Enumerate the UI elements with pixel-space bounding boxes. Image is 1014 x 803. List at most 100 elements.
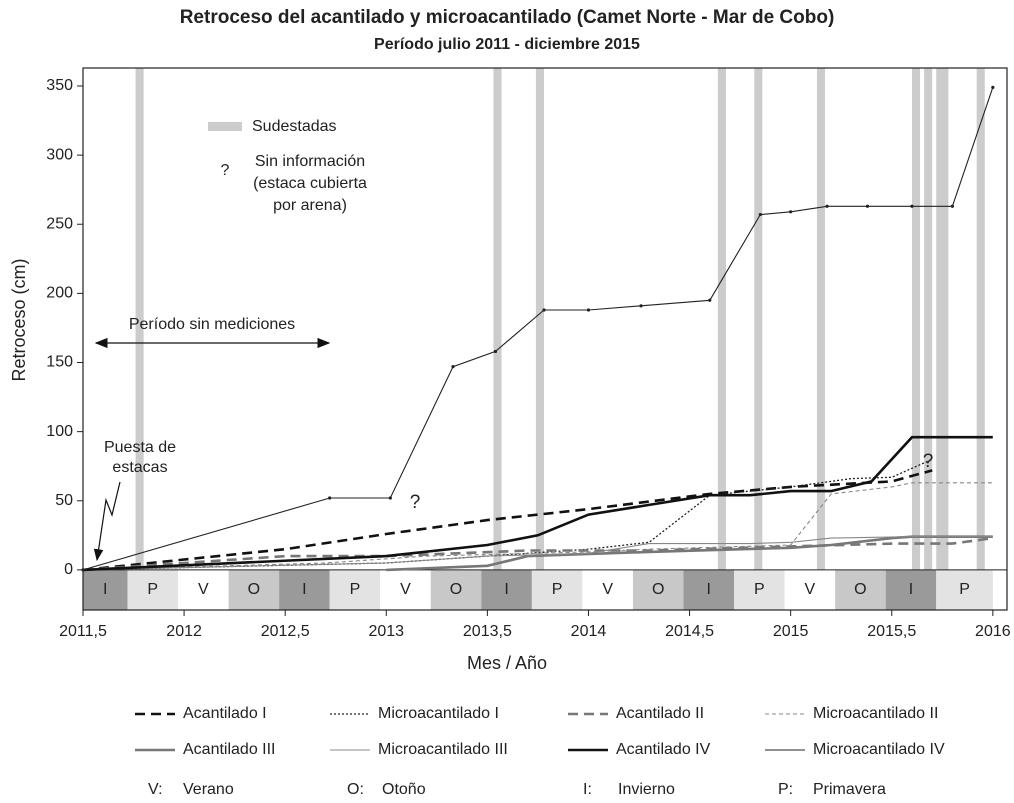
season-cell	[380, 569, 431, 610]
legend-sudestada-swatch	[208, 122, 242, 131]
annotation-period: Período sin mediciones	[129, 316, 295, 333]
x-tick-label: 2011,5	[59, 623, 107, 640]
series-point	[328, 496, 332, 500]
x-tick-label: 2014	[571, 623, 607, 640]
series-point	[865, 204, 870, 208]
legend-sudestada-label: Sudestadas	[252, 118, 337, 135]
legend-label: Acantilado I	[183, 705, 267, 722]
y-tick-label: 0	[64, 561, 73, 578]
x-tick-label: 2015	[773, 623, 809, 640]
legend-label: Microacantilado I	[378, 705, 499, 722]
season-label: P	[959, 581, 970, 598]
season-cell	[178, 569, 229, 610]
season-cell	[734, 569, 785, 610]
top-layer: Sudestadas? Sin información (estaca cubier…	[93, 118, 945, 798]
series-line	[386, 535, 993, 572]
season-cell	[531, 569, 583, 610]
season-label: I	[909, 581, 913, 598]
series-point	[910, 204, 914, 208]
series-point	[950, 204, 955, 208]
season-legend-key: I:	[583, 781, 592, 798]
series-point	[542, 308, 546, 312]
series-point	[586, 308, 591, 312]
x-tick-label: 2014,5	[665, 623, 714, 640]
season-label: O	[652, 581, 664, 598]
season-cell	[683, 569, 735, 610]
series-point	[81, 568, 85, 572]
season-cell	[582, 569, 633, 610]
season-cell	[481, 569, 532, 610]
legend-label: Microacantilado III	[378, 741, 508, 758]
season-legend-key: O:	[347, 781, 364, 798]
legend-unknown-text: (estaca cubierta	[253, 175, 367, 192]
x-tick-label: 2013,5	[463, 623, 512, 640]
season-label: I	[302, 581, 306, 598]
season-label: V	[805, 581, 816, 598]
lines-layer	[81, 85, 995, 572]
season-cell	[228, 569, 280, 610]
sudestada-bar	[754, 68, 763, 570]
chart-subtitle: Período julio 2011 - diciembre 2015	[374, 36, 640, 53]
sudestada-bar	[816, 68, 826, 570]
season-label: V	[602, 581, 613, 598]
series-line	[82, 435, 993, 572]
background-layer: I P V O I P V O I P V O I P V O I P 0 50 100 150 200 250 300 350 2…	[46, 67, 1011, 640]
x-tick-label: 2013	[368, 623, 404, 640]
season-label: I	[103, 581, 107, 598]
y-tick-label: 100	[46, 423, 73, 440]
sudestada-bar	[135, 68, 144, 570]
x-tick-label: 2015,5	[867, 623, 916, 640]
series-point	[789, 210, 793, 214]
season-legend-name: Invierno	[618, 781, 675, 798]
season-cell	[835, 569, 886, 610]
x-tick-label: 2012	[166, 623, 202, 640]
season-label: I	[707, 581, 711, 598]
legend-label: Acantilado IV	[616, 741, 711, 758]
season-legend-name: Otoño	[382, 781, 426, 798]
plot-frame	[82, 67, 1008, 611]
legend-label: Microacantilado II	[813, 705, 938, 722]
season-legend-name: Verano	[183, 781, 234, 798]
annotation-start: Puesta de	[104, 439, 176, 456]
y-tick-label: 50	[55, 492, 73, 509]
chart-title: Retroceso del acantilado y microacantila…	[180, 7, 835, 28]
x-tick-label: 2012,5	[261, 623, 310, 640]
legend-unknown-text: por arena)	[273, 197, 347, 214]
series-line	[82, 536, 993, 571]
season-cell	[127, 569, 179, 610]
season-legend-key: P:	[778, 781, 793, 798]
series-point	[758, 212, 762, 217]
series-point	[991, 85, 995, 89]
legend-label: Microacantilado IV	[813, 741, 945, 758]
sudestada-bar	[976, 68, 985, 570]
season-cell	[885, 569, 937, 610]
y-tick-label: 150	[46, 354, 73, 371]
sudestada-bar	[493, 68, 502, 570]
legend-unknown-mark: ?	[221, 162, 230, 179]
season-label: P	[754, 581, 765, 598]
series-point	[388, 496, 392, 500]
series-point	[708, 298, 712, 302]
y-axis-label: Retroceso (cm)	[9, 258, 29, 381]
season-label: V	[400, 581, 411, 598]
unknown-mark: ?	[923, 451, 934, 472]
season-label: P	[552, 581, 563, 598]
season-cell	[430, 569, 482, 610]
series-point	[639, 304, 643, 308]
x-axis-label: Mes / Año	[467, 653, 547, 673]
unknown-mark: ?	[410, 492, 421, 513]
season-legend-name: Primavera	[813, 781, 886, 798]
y-tick-label: 250	[46, 215, 73, 232]
season-cell	[784, 569, 836, 610]
y-tick-label: 200	[46, 285, 73, 302]
season-legend-key: V:	[148, 781, 163, 798]
y-tick-label: 300	[46, 146, 73, 163]
season-cell	[83, 569, 128, 610]
legend-label: Acantilado III	[183, 741, 276, 758]
sudestada-bar	[924, 68, 933, 570]
season-label: P	[350, 581, 361, 598]
season-label: V	[198, 581, 209, 598]
annotation-start: estacas	[112, 459, 167, 476]
sudestada-bar	[535, 68, 544, 570]
